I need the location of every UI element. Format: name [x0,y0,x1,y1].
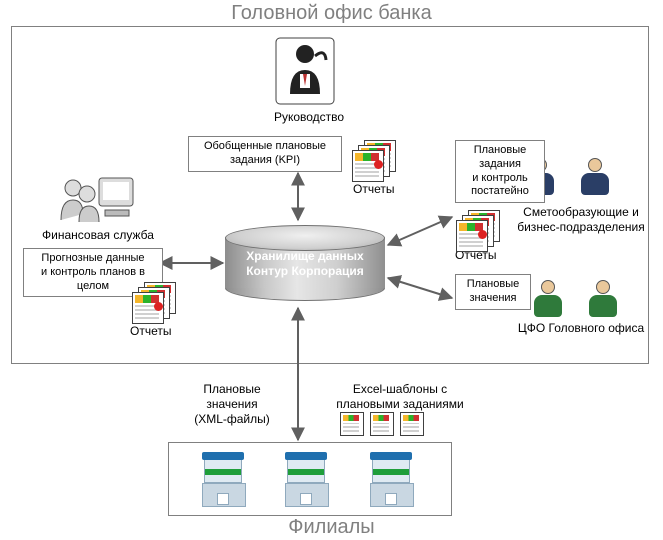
box-plan-control-item: Плановыезаданияи контрольпостатейно [455,140,545,203]
caption-excel-tpl: Excel-шаблоны сплановыми заданиями [330,382,470,412]
cfo-label: ЦФО Головного офиса [506,321,656,336]
branch-building-3 [370,452,412,502]
caption-plan-xml: Плановыезначения(XML-файлы) [182,382,282,427]
branch-building-1 [202,452,244,502]
reports-icon-top [352,140,398,180]
finance-label: Финансовая служба [28,228,168,243]
box-plan-values-right: Плановыезначения [455,274,531,310]
management-label: Руководство [254,110,364,125]
caption-reports-top: Отчеты [353,182,394,197]
branch-building-2 [285,452,327,502]
db-line1: Хранилище данных [246,249,363,263]
diagram-stage: Головной офис банка Филиалы Хранилище да… [0,0,663,540]
title-bottom: Филиалы [0,516,663,539]
reports-icon-right [456,210,502,250]
excel-minis [340,412,430,436]
cfo-person-1 [528,280,568,320]
budget-units-label: Сметообразующие ибизнес-подразделения [506,205,656,235]
cfo-person-2 [583,280,623,320]
budget-person-2 [575,158,615,198]
title-top: Головной офис банка [0,2,663,25]
db-line2: Контур Корпорация [246,264,364,278]
box-kpi: Обобщенные плановыезадания (KPI) [188,136,342,172]
datastore-label: Хранилище данных Контур Корпорация [225,249,385,279]
reports-icon-left [132,282,178,322]
datastore-cylinder: Хранилище данных Контур Корпорация [225,225,385,301]
caption-reports-left: Отчеты [130,324,171,339]
